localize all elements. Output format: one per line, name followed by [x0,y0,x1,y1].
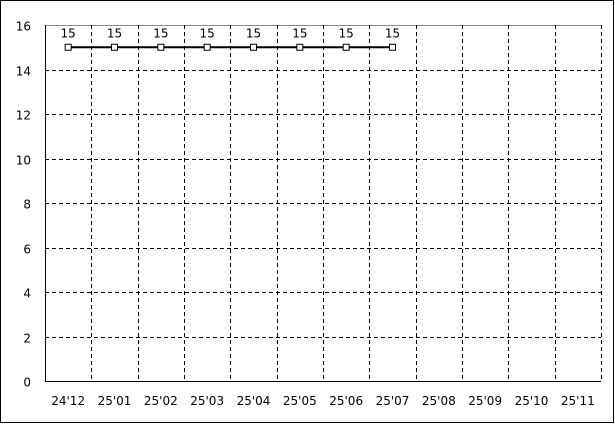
data-label: 15 [153,26,168,40]
x-tick-label: 25'01 [98,394,132,408]
x-tick-label: 25'10 [515,394,549,408]
x-tick-label: 25'05 [283,394,317,408]
data-point-marker [64,43,72,51]
data-point-marker [342,43,350,51]
data-label: 15 [292,26,307,40]
data-label: 15 [107,26,122,40]
data-point-marker [111,43,118,51]
y-tick-label: 12 [16,109,31,123]
y-tick-label: 6 [23,243,31,257]
x-tick-label: 24'12 [51,394,85,408]
y-tick-label: 14 [16,65,31,79]
y-tick-label: 16 [16,20,31,34]
y-tick-label: 0 [23,376,31,390]
data-label: 15 [339,26,354,40]
x-tick-label: 25'11 [561,394,595,408]
x-tick-label: 25'03 [190,394,224,408]
y-tick-label: 4 [23,287,31,301]
data-point-marker [296,43,304,51]
y-tick-label: 2 [23,332,31,346]
y-tick-label: 10 [16,154,31,168]
x-tick-label: 25'09 [468,394,502,408]
data-label: 15 [385,26,400,40]
x-tick-label: 25'04 [237,394,271,408]
x-tick-label: 25'08 [422,394,456,408]
data-point-marker [250,43,257,51]
x-tick-label: 25'06 [329,394,363,408]
x-tick-label: 25'07 [376,394,410,408]
data-label: 15 [61,26,76,40]
data-point-marker [203,43,211,51]
data-point-marker [157,43,165,51]
data-label: 15 [200,26,215,40]
data-label: 15 [246,26,261,40]
y-tick-label: 8 [23,198,31,212]
x-tick-label: 25'02 [144,394,178,408]
data-point-marker [389,43,396,51]
